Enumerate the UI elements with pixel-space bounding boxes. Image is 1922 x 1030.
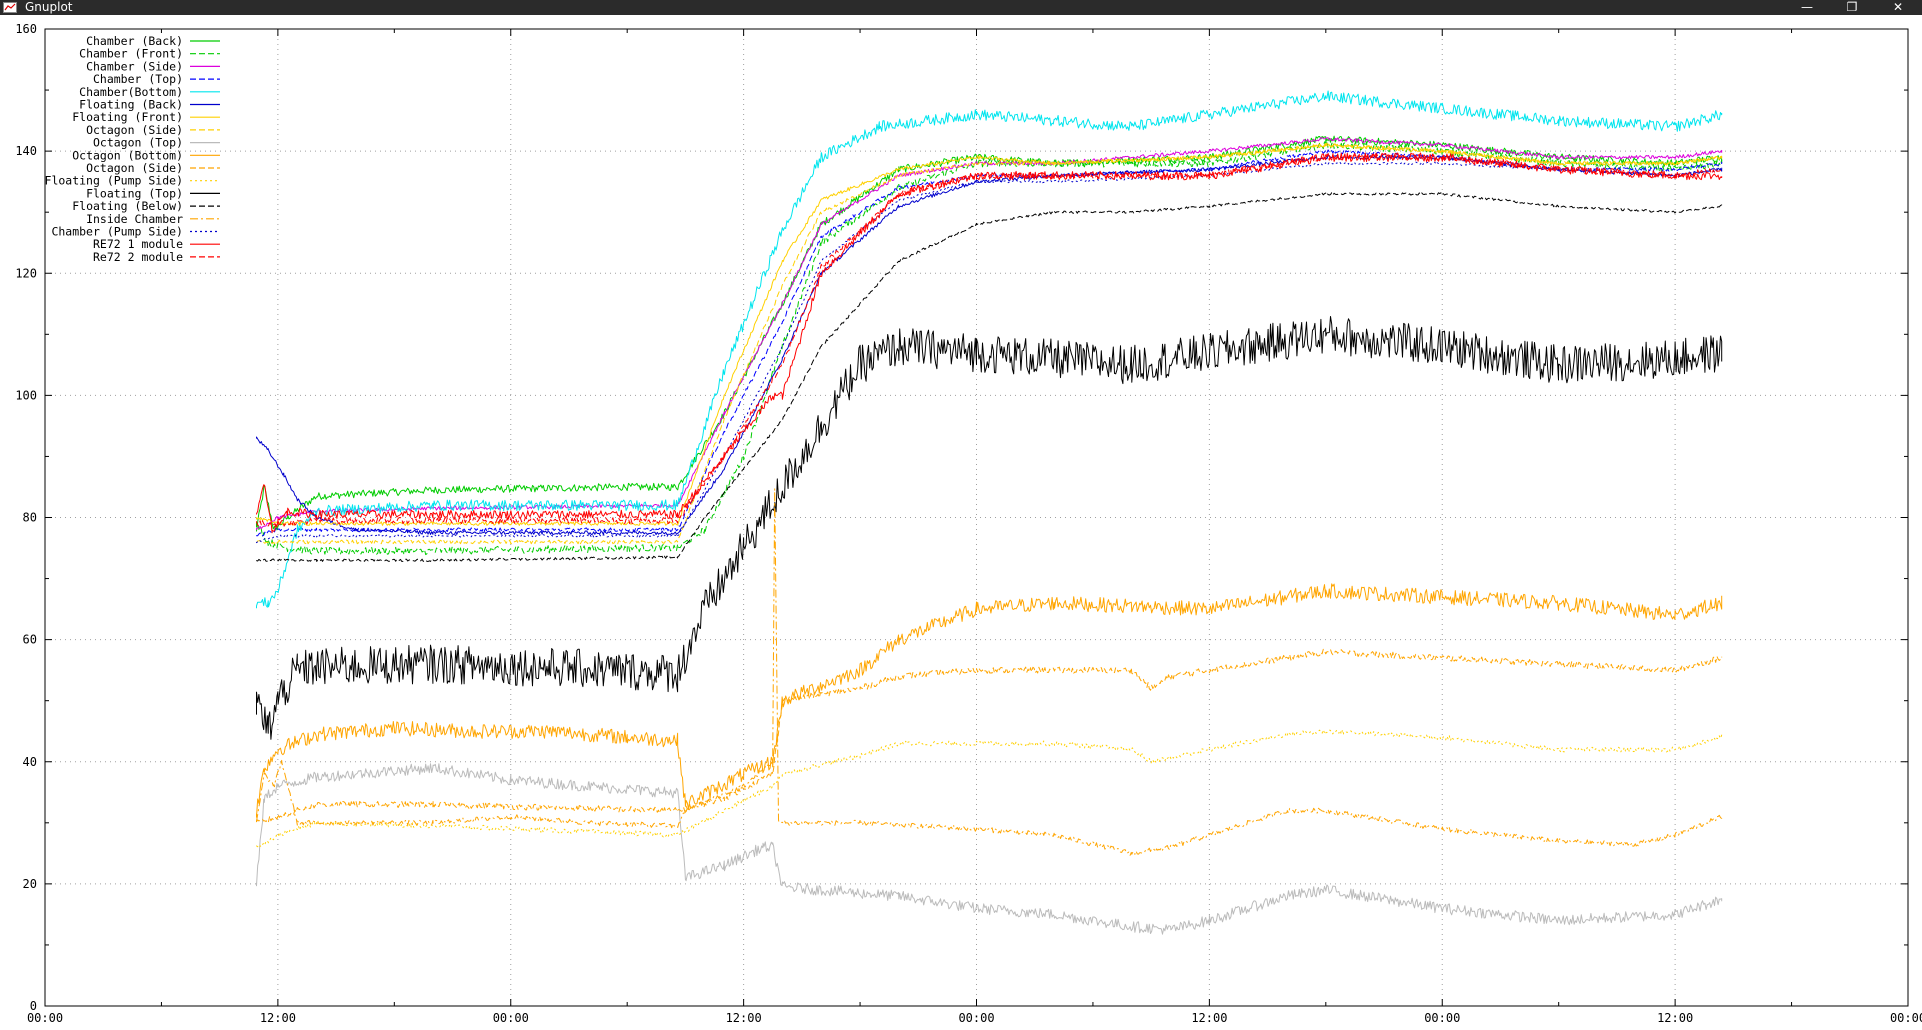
y-tick-label: 80 (23, 511, 37, 525)
series-line[interactable] (256, 153, 1723, 527)
window-title: Gnuplot (25, 0, 73, 14)
x-tick-label: 12:00 (1191, 1011, 1227, 1025)
legend-label: Chamber (Front) (79, 47, 183, 61)
x-tick-label: 00:00 (493, 1011, 529, 1025)
series-line[interactable] (256, 648, 1723, 823)
x-tick-label: 00:00 (1890, 1011, 1922, 1025)
legend-label: Floating (Pump Side) (45, 174, 183, 188)
y-tick-label: 140 (15, 144, 37, 158)
legend-label: Re72 2 module (93, 250, 183, 264)
x-tick-label: 12:00 (1657, 1011, 1693, 1025)
legend-label: Floating (Below) (72, 199, 183, 213)
restore-button[interactable]: ❐ (1846, 0, 1858, 14)
y-tick-label: 160 (15, 22, 37, 36)
grid (45, 29, 1908, 1006)
series-line[interactable] (256, 488, 1723, 856)
series-line[interactable] (256, 316, 1723, 740)
y-tick-label: 0 (30, 999, 37, 1013)
series-line[interactable] (256, 143, 1723, 545)
legend-label: RE72 1 module (93, 237, 183, 251)
legend-label: Chamber (Top) (93, 72, 183, 86)
gnuplot-app-icon (3, 2, 17, 13)
x-tick-label: 12:00 (260, 1011, 296, 1025)
legend-label: Octagon (Side) (86, 161, 183, 175)
series-line[interactable] (256, 763, 1723, 935)
series-line[interactable] (256, 154, 1723, 536)
x-tick-label: 00:00 (958, 1011, 994, 1025)
legend-label: Chamber (Pump Side) (51, 225, 183, 239)
legend-label: Floating (Front) (72, 110, 183, 124)
legend: Chamber (Back)Chamber (Front)Chamber (Si… (45, 34, 220, 264)
y-tick-label: 20 (23, 877, 37, 891)
legend-label: Floating (Top) (86, 186, 183, 200)
minimize-button[interactable]: — (1801, 0, 1813, 14)
y-tick-label: 40 (23, 755, 37, 769)
legend-label: Octagon (Bottom) (72, 148, 183, 162)
legend-label: Chamber (Back) (86, 34, 183, 48)
legend-label: Chamber(Bottom) (79, 85, 183, 99)
close-button[interactable]: ✕ (1892, 0, 1904, 14)
series-line[interactable] (256, 192, 1723, 562)
series-line[interactable] (256, 135, 1723, 532)
x-tick-label: 00:00 (27, 1011, 63, 1025)
series-line[interactable] (256, 137, 1723, 531)
legend-label: Floating (Back) (79, 98, 183, 112)
series-line[interactable] (256, 729, 1723, 849)
line-chart[interactable]: 00:00 12:00 00:00 12:00 00:00 12:00 00:00 12:00… (0, 15, 1922, 1030)
series-line[interactable] (256, 161, 1723, 544)
y-tick-label: 100 (15, 388, 37, 402)
series-line[interactable] (256, 583, 1723, 818)
series-line[interactable] (256, 141, 1723, 556)
series-line[interactable] (256, 90, 1723, 609)
window-titlebar: Gnuplot — ❐ ✕ (0, 0, 1922, 15)
legend-label: Octagon (Top) (93, 136, 183, 150)
legend-label: Chamber (Side) (86, 59, 183, 73)
x-tick-label: 12:00 (726, 1011, 762, 1025)
y-tick-label: 60 (23, 633, 37, 647)
legend-label: Inside Chamber (86, 212, 183, 226)
series-lines (256, 90, 1723, 935)
x-tick-label: 00:00 (1424, 1011, 1460, 1025)
y-tick-label: 120 (15, 266, 37, 280)
axes: 00:00 12:00 00:00 12:00 00:00 12:00 00:00 12:00… (15, 22, 1922, 1025)
plot-area[interactable]: 00:00 12:00 00:00 12:00 00:00 12:00 00:00 12:00… (0, 15, 1922, 1030)
legend-label: Octagon (Side) (86, 123, 183, 137)
